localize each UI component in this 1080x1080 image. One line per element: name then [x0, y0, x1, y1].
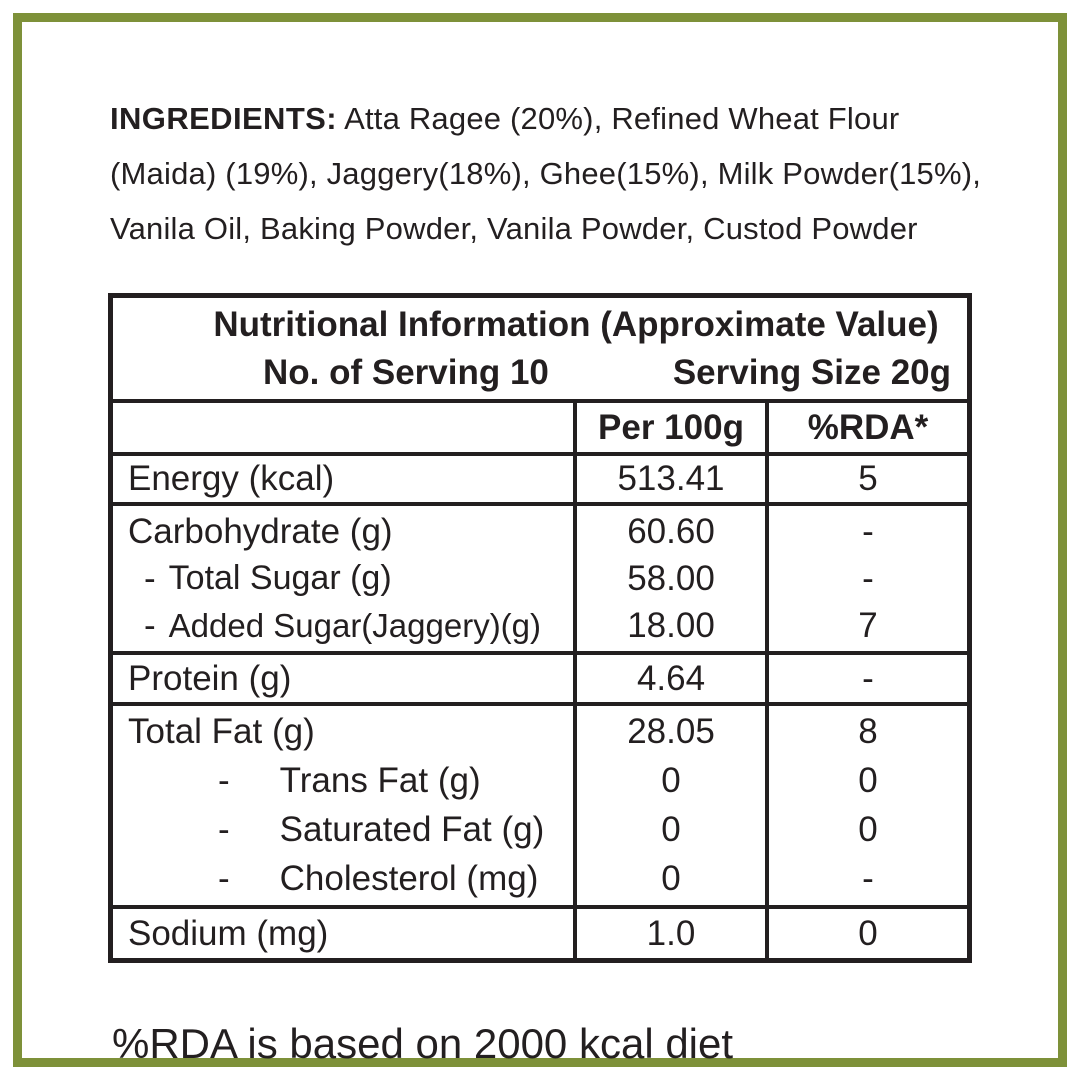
row-label: Protein (g) [128, 658, 292, 698]
column-header-per100g: Per 100g [573, 403, 765, 452]
dash-bullet: - [144, 605, 156, 645]
row-per100g-value: 58.00 [627, 558, 715, 598]
column-header-empty [113, 403, 573, 452]
dash-bullet: - [144, 558, 156, 598]
row-rda-value: 0 [858, 761, 878, 801]
row-rda-value: - [862, 511, 874, 551]
row-sublabel: - Total Sugar (g) [144, 558, 392, 598]
row-sublabel: - Cholesterol (mg) [218, 858, 539, 898]
dash-bullet: - [218, 858, 230, 898]
row-label: Total Fat (g) [128, 712, 315, 752]
row-rda-value: 8 [858, 712, 878, 752]
dash-bullet: - [218, 809, 230, 849]
column-header-row: Per 100g %RDA* [113, 399, 967, 452]
row-per100g-value: 28.05 [627, 712, 715, 752]
row-rda-value: - [862, 658, 874, 698]
serving-count: No. of Serving 10 [263, 352, 549, 392]
ingredients-paragraph: INGREDIENTS: Atta Ragee (20%), Refined W… [110, 91, 982, 256]
row-rda-value: 5 [858, 459, 878, 498]
nutrition-table: Nutritional Information (Approximate Val… [108, 293, 972, 963]
table-row-carbohydrate: Carbohydrate (g) - Total Sugar (g) - Added… [113, 502, 967, 651]
row-per100g-value: 1.0 [646, 913, 696, 953]
row-label: Energy (kcal) [128, 459, 335, 498]
row-per100g-value: 0 [661, 858, 681, 898]
row-rda-value: 0 [858, 913, 878, 953]
ingredients-heading: INGREDIENTS: [110, 101, 337, 136]
row-sublabel: - Added Sugar(Jaggery)(g) [144, 605, 542, 645]
per100g-header-label: Per 100g [598, 407, 744, 447]
row-label: Sodium (mg) [128, 913, 329, 953]
table-row-sodium: Sodium (mg) 1.0 0 [113, 905, 967, 958]
ingredients-list: Atta Ragee (20%), Refined Wheat Flour (M… [110, 101, 982, 246]
table-header: Nutritional Information (Approximate Val… [113, 298, 967, 399]
serving-info-row: No. of Serving 10 Serving Size 20g [113, 349, 967, 397]
row-sublabel: - Trans Fat (g) [218, 761, 481, 801]
rda-footnote: %RDA is based on 2000 kcal diet [112, 1020, 734, 1067]
row-per100g-value: 4.64 [636, 658, 706, 698]
row-per100g-value: 513.41 [617, 459, 725, 498]
rda-header-label: %RDA* [807, 407, 929, 447]
serving-size: Serving Size 20g [672, 352, 951, 392]
table-title: Nutritional Information (Approximate Val… [213, 304, 939, 344]
row-per100g-value: 60.60 [627, 511, 715, 551]
dash-bullet: - [218, 761, 230, 801]
row-per100g-value: 0 [661, 761, 681, 801]
column-header-rda: %RDA* [765, 403, 967, 452]
row-rda-value: 0 [858, 809, 878, 849]
row-label: Carbohydrate (g) [128, 511, 393, 551]
row-rda-value: 7 [858, 605, 878, 645]
table-row-total-fat: Total Fat (g) - Trans Fat (g) - Saturated … [113, 702, 967, 905]
table-row-energy: Energy (kcal) 513.41 5 [113, 452, 967, 502]
row-rda-value: - [862, 858, 874, 898]
row-sublabel: - Saturated Fat (g) [218, 809, 545, 849]
row-per100g-value: 0 [661, 809, 681, 849]
row-per100g-value: 18.00 [627, 605, 715, 645]
row-rda-value: - [862, 558, 874, 598]
table-row-protein: Protein (g) 4.64 - [113, 651, 967, 702]
